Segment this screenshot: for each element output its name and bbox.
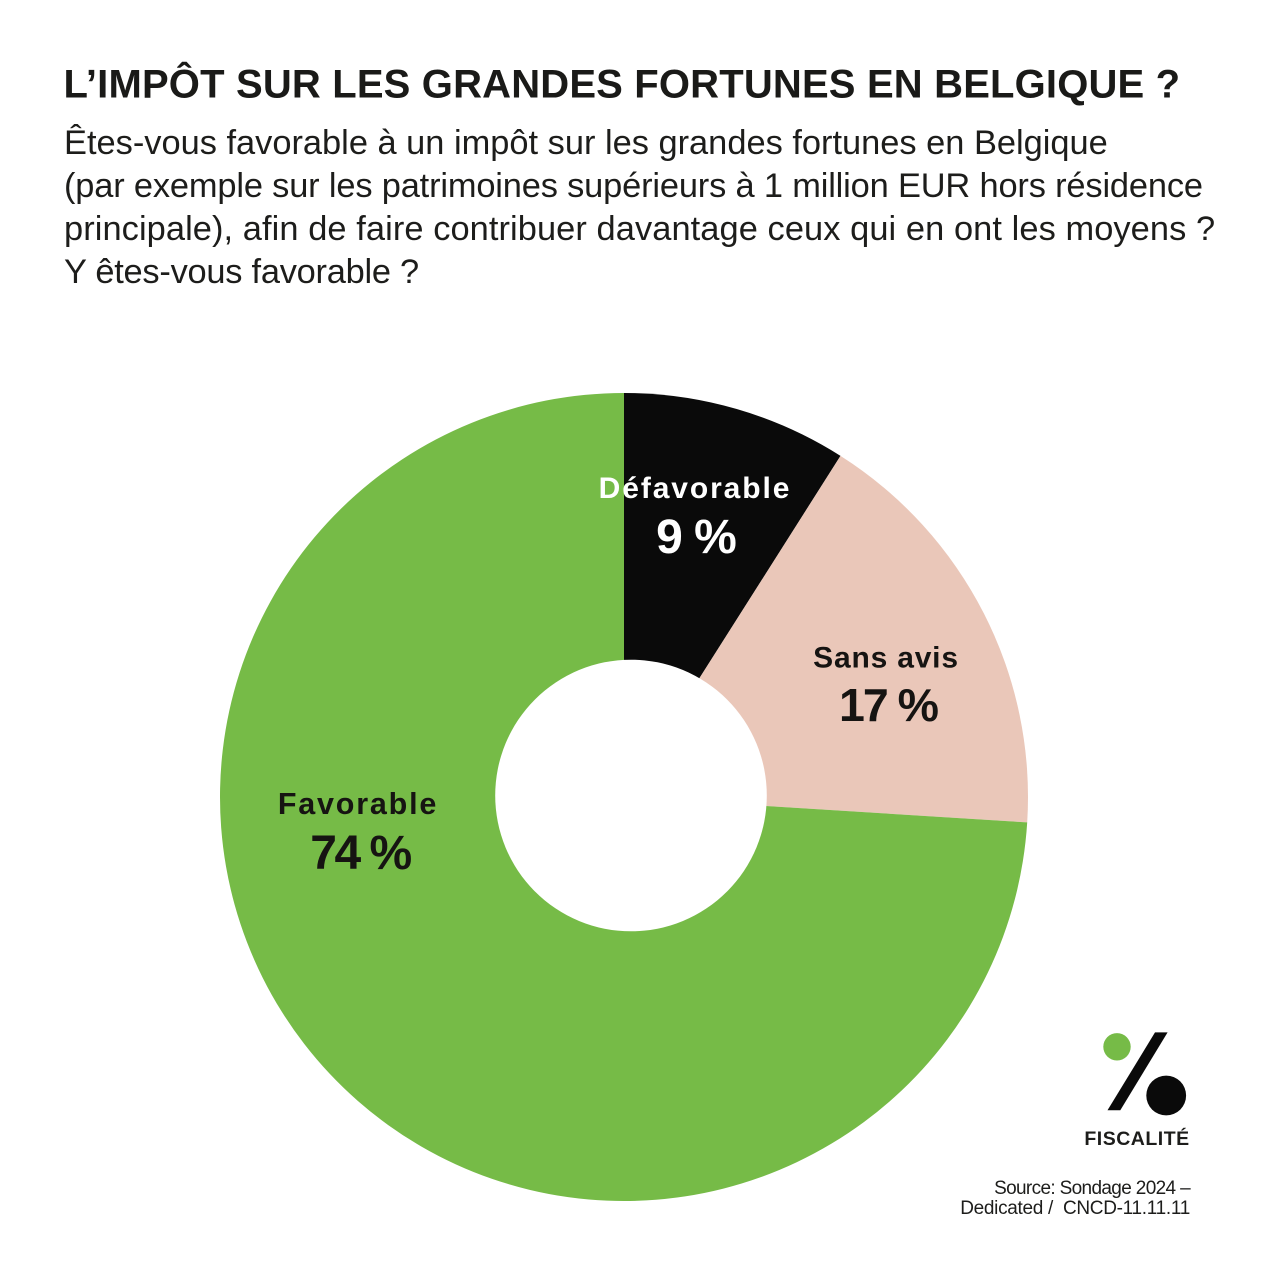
svg-text:Êtes-vous favorable à un impôt: Êtes-vous favorable à un impôt sur les g… xyxy=(64,123,1108,162)
svg-text:L’IMPÔT SUR LES GRANDES FORTUN: L’IMPÔT SUR LES GRANDES FORTUNES EN BELG… xyxy=(64,61,1181,107)
svg-text:Source: Sondage 2024 –: Source: Sondage 2024 – xyxy=(994,1178,1191,1199)
svg-text:FISCALITÉ: FISCALITÉ xyxy=(1084,1127,1189,1150)
svg-text:17 %: 17 % xyxy=(839,679,939,731)
svg-text:Favorable: Favorable xyxy=(278,787,438,821)
svg-text:74 %: 74 % xyxy=(310,827,411,880)
svg-text:Défavorable: Défavorable xyxy=(599,472,792,505)
svg-text:Y êtes-vous favorable ?: Y êtes-vous favorable ? xyxy=(64,253,419,291)
svg-text:(par exemple sur les patrimoin: (par exemple sur les patrimoines supérie… xyxy=(64,167,1203,205)
svg-text:9 %: 9 % xyxy=(656,511,736,564)
svg-text:principale), afin de faire con: principale), afin de faire contribuer da… xyxy=(64,210,1215,248)
svg-text:Dedicated / CNCD-11.11.11: Dedicated / CNCD-11.11.11 xyxy=(960,1198,1190,1219)
svg-text:Sans avis: Sans avis xyxy=(813,642,959,675)
